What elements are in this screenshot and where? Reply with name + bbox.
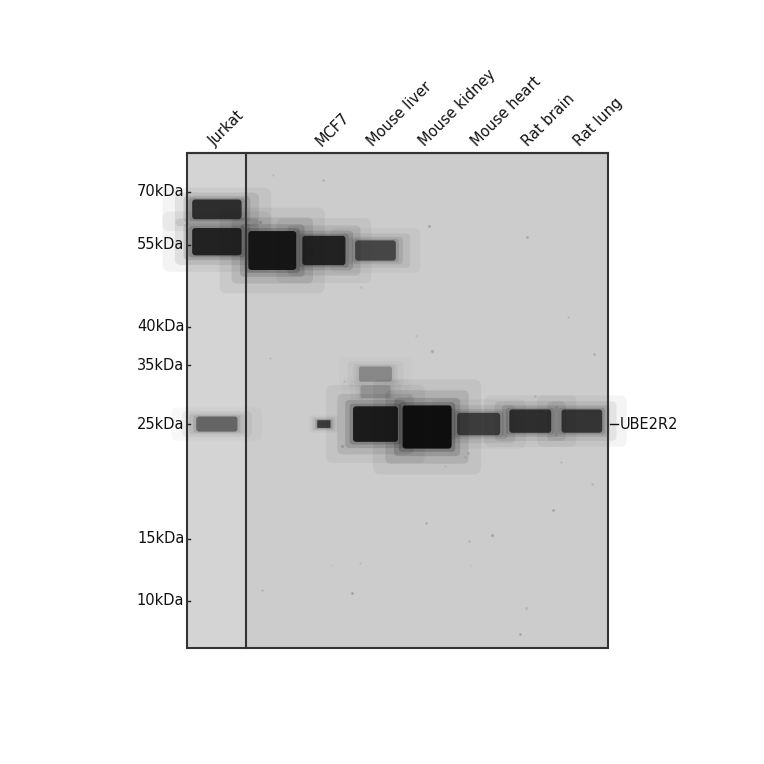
FancyBboxPatch shape: [312, 417, 335, 431]
FancyBboxPatch shape: [303, 236, 345, 265]
FancyBboxPatch shape: [244, 228, 299, 273]
FancyBboxPatch shape: [355, 241, 396, 261]
FancyBboxPatch shape: [295, 231, 353, 270]
FancyBboxPatch shape: [558, 408, 605, 435]
FancyBboxPatch shape: [338, 393, 413, 455]
FancyBboxPatch shape: [193, 228, 241, 255]
Text: Mouse heart: Mouse heart: [468, 73, 543, 149]
FancyBboxPatch shape: [403, 406, 452, 448]
FancyBboxPatch shape: [562, 410, 602, 432]
FancyBboxPatch shape: [350, 403, 401, 445]
Text: MCF7: MCF7: [313, 109, 352, 149]
FancyBboxPatch shape: [175, 193, 259, 226]
Text: Jurkat: Jurkat: [206, 108, 248, 149]
FancyBboxPatch shape: [196, 416, 238, 432]
Text: Rat lung: Rat lung: [571, 95, 625, 149]
FancyBboxPatch shape: [457, 413, 500, 435]
FancyBboxPatch shape: [193, 416, 241, 432]
Text: 40kDa: 40kDa: [137, 319, 184, 335]
FancyBboxPatch shape: [507, 408, 555, 435]
FancyBboxPatch shape: [353, 364, 398, 384]
FancyBboxPatch shape: [299, 234, 348, 267]
FancyBboxPatch shape: [454, 411, 503, 437]
FancyBboxPatch shape: [385, 390, 469, 464]
FancyBboxPatch shape: [345, 400, 406, 448]
Text: Mouse liver: Mouse liver: [365, 79, 435, 149]
FancyBboxPatch shape: [315, 419, 333, 429]
FancyBboxPatch shape: [189, 198, 245, 221]
FancyBboxPatch shape: [361, 385, 390, 398]
FancyBboxPatch shape: [189, 414, 244, 434]
FancyBboxPatch shape: [394, 398, 460, 456]
FancyBboxPatch shape: [494, 401, 566, 441]
FancyBboxPatch shape: [189, 226, 245, 257]
FancyBboxPatch shape: [358, 384, 393, 399]
Bar: [187, 154, 247, 648]
FancyBboxPatch shape: [287, 225, 361, 276]
FancyBboxPatch shape: [510, 410, 551, 433]
Text: 70kDa: 70kDa: [137, 184, 184, 199]
FancyBboxPatch shape: [502, 406, 558, 437]
FancyBboxPatch shape: [183, 196, 251, 222]
FancyBboxPatch shape: [449, 409, 508, 439]
FancyBboxPatch shape: [359, 367, 392, 381]
FancyBboxPatch shape: [399, 402, 455, 452]
FancyBboxPatch shape: [219, 208, 325, 293]
FancyBboxPatch shape: [240, 225, 305, 277]
Text: UBE2R2: UBE2R2: [620, 416, 678, 432]
FancyBboxPatch shape: [442, 405, 515, 443]
FancyBboxPatch shape: [183, 223, 251, 261]
FancyBboxPatch shape: [317, 420, 331, 428]
FancyBboxPatch shape: [175, 219, 259, 265]
FancyBboxPatch shape: [341, 233, 410, 267]
Bar: [187, 154, 607, 648]
FancyBboxPatch shape: [316, 419, 332, 429]
FancyBboxPatch shape: [182, 411, 252, 437]
FancyBboxPatch shape: [357, 365, 394, 383]
Text: 35kDa: 35kDa: [137, 358, 184, 373]
Text: 15kDa: 15kDa: [137, 531, 184, 546]
FancyBboxPatch shape: [353, 406, 398, 442]
Text: Mouse kidney: Mouse kidney: [416, 66, 499, 149]
FancyBboxPatch shape: [352, 239, 399, 262]
FancyBboxPatch shape: [231, 218, 313, 283]
FancyBboxPatch shape: [248, 231, 296, 270]
Bar: [247, 154, 607, 648]
FancyBboxPatch shape: [373, 380, 481, 474]
FancyBboxPatch shape: [193, 199, 241, 219]
FancyBboxPatch shape: [555, 406, 610, 437]
Text: 10kDa: 10kDa: [137, 593, 184, 608]
Text: Rat brain: Rat brain: [520, 91, 578, 149]
Text: 25kDa: 25kDa: [137, 416, 184, 432]
FancyBboxPatch shape: [348, 237, 403, 264]
FancyBboxPatch shape: [547, 401, 617, 441]
Text: 55kDa: 55kDa: [137, 237, 184, 252]
